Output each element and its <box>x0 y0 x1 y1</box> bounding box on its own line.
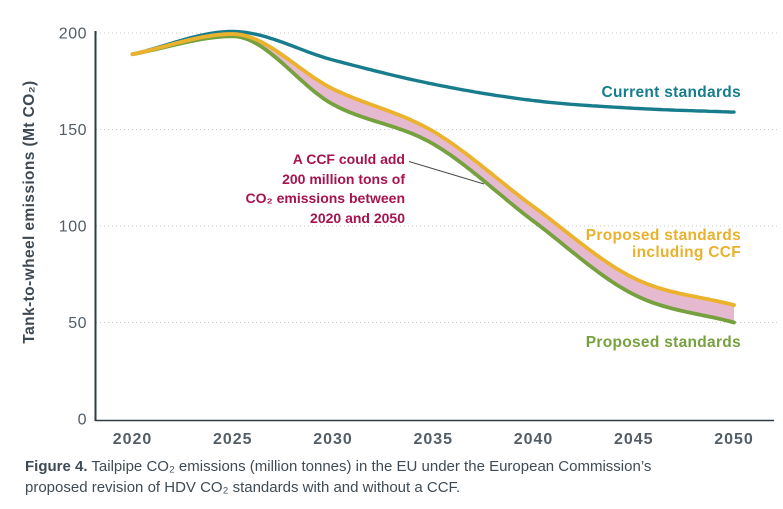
x-tick-label: 2040 <box>514 431 554 448</box>
x-tick-label: 2035 <box>413 431 453 448</box>
label-proposed-standards: Proposed standards <box>585 334 741 351</box>
figure-caption-line1: Tailpipe CO₂ emissions (million tonnes) … <box>87 458 652 475</box>
annotation-leader-line <box>408 160 485 185</box>
ccf-annotation-line: 200 million tons of <box>282 170 405 187</box>
y-tick-label: 150 <box>59 122 87 139</box>
figure-caption: Figure 4. Tailpipe CO₂ emissions (millio… <box>25 457 770 498</box>
x-tick-label: 2045 <box>614 431 654 448</box>
label-current-standards: Current standards <box>601 84 741 101</box>
y-tick-label: 100 <box>59 219 87 236</box>
ccf-annotation: A CCF could add 200 million tons of CO₂ … <box>246 150 406 228</box>
x-tick-label: 2050 <box>714 431 754 448</box>
ccf-annotation-line: CO₂ emissions between <box>245 190 406 206</box>
ccf-band-area <box>132 34 734 323</box>
label-ccf-line1: Proposed standards <box>585 227 741 244</box>
ccf-annotation-line: A CCF could add <box>292 151 405 167</box>
y-tick-label: 50 <box>68 315 87 332</box>
y-tick-label: 200 <box>59 26 87 43</box>
line-proposed-standards <box>130 34 736 325</box>
label-proposed-standards-including-ccf: Proposed standards including CCF <box>586 227 741 261</box>
figure-caption-label: Figure 4. <box>25 458 88 475</box>
line-current-standards <box>130 29 736 114</box>
x-tick-label: 2030 <box>313 431 353 448</box>
label-ccf-line2: including CCF <box>632 244 741 261</box>
line-proposed-standards-including-ccf <box>130 32 736 307</box>
figure-caption-line2: proposed revision of HDV CO₂ standards w… <box>25 478 461 496</box>
y-axis-title: Tank-to-wheel emissions (Mt CO₂) <box>21 80 38 344</box>
y-tick-label: 0 <box>78 412 87 429</box>
ccf-annotation-line: 2020 and 2050 <box>310 209 405 226</box>
emissions-chart-canvas: 0 50 100 150 200 2020 2025 2030 2035 2040 2045 2050 <box>59 26 779 448</box>
x-tick-label: 2020 <box>113 431 153 448</box>
x-tick-label: 2025 <box>213 431 253 448</box>
